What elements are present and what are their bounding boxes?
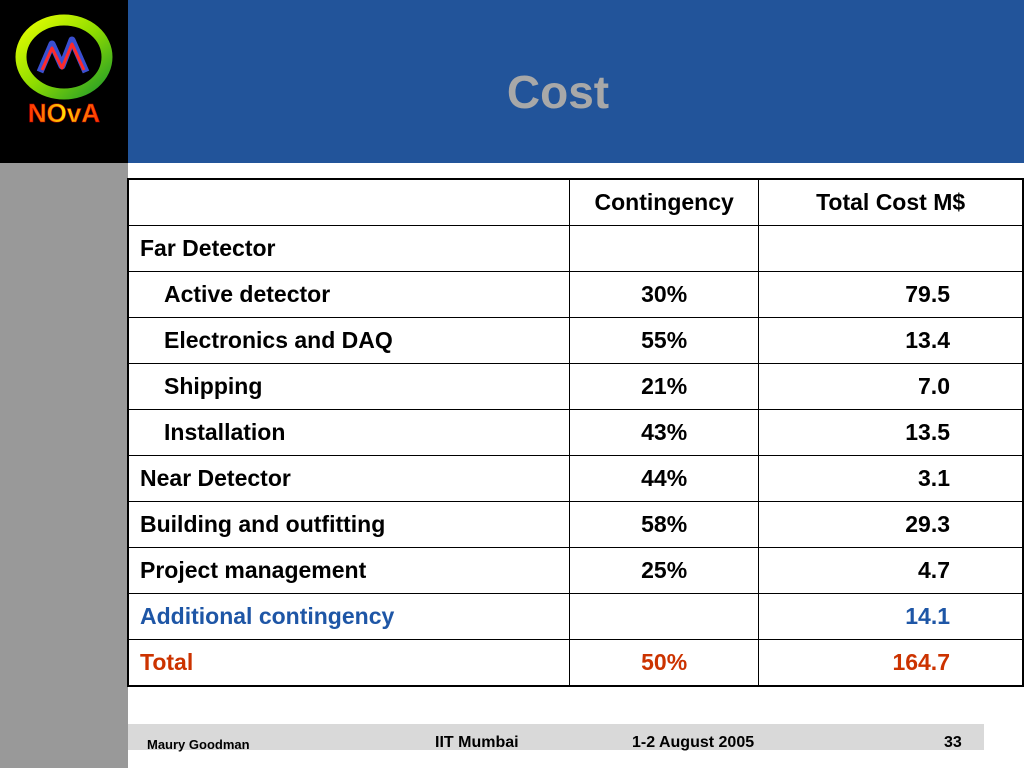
- row-total: 13.5: [758, 409, 1024, 456]
- row-total: [758, 225, 1024, 272]
- row-label: Active detector: [127, 271, 571, 318]
- row-contingency: 58%: [569, 501, 760, 548]
- row-contingency: 30%: [569, 271, 760, 318]
- cost-table: Contingency Total Cost M$ Far Detector A…: [127, 178, 1024, 687]
- row-label: Additional contingency: [127, 593, 571, 640]
- footer-bar: [128, 724, 984, 750]
- row-label: Installation: [127, 409, 571, 456]
- row-label: Far Detector: [127, 225, 571, 272]
- footer-date: 1-2 August 2005: [632, 734, 755, 751]
- row-contingency: 25%: [569, 547, 760, 594]
- row-label: Building and outfitting: [127, 501, 571, 548]
- row-total: 13.4: [758, 317, 1024, 364]
- row-contingency: 50%: [569, 639, 760, 687]
- left-sidebar-strip: [0, 163, 128, 768]
- table-header-row: Contingency Total Cost M$: [127, 178, 1024, 226]
- row-total: 164.7: [758, 639, 1024, 687]
- table-row: Installation 43% 13.5: [127, 409, 1024, 456]
- row-contingency: [569, 593, 760, 640]
- row-total: 79.5: [758, 271, 1024, 318]
- row-total: 7.0: [758, 363, 1024, 410]
- header-cell-total-cost: Total Cost M$: [758, 178, 1024, 226]
- nova-logo: NOvA: [0, 0, 128, 163]
- row-contingency: 55%: [569, 317, 760, 364]
- logo-text: NOvA: [28, 98, 100, 128]
- row-contingency: 43%: [569, 409, 760, 456]
- row-total: 3.1: [758, 455, 1024, 502]
- row-label: Project management: [127, 547, 571, 594]
- nova-logo-icon: NOvA: [15, 14, 113, 128]
- row-label: Near Detector: [127, 455, 571, 502]
- slide-title: Cost: [506, 66, 610, 118]
- title-banner: [128, 0, 1024, 163]
- row-contingency: 44%: [569, 455, 760, 502]
- footer-venue: IIT Mumbai: [435, 734, 519, 751]
- table-row: Active detector 30% 79.5: [127, 271, 1024, 318]
- table-row: Electronics and DAQ 55% 13.4: [127, 317, 1024, 364]
- table-row: Shipping 21% 7.0: [127, 363, 1024, 410]
- row-label: Electronics and DAQ: [127, 317, 571, 364]
- table-row: Project management 25% 4.7: [127, 547, 1024, 594]
- row-contingency: 21%: [569, 363, 760, 410]
- table-row-total: Total 50% 164.7: [127, 639, 1024, 687]
- footer-author: Maury Goodman: [147, 737, 250, 752]
- row-total: 29.3: [758, 501, 1024, 548]
- footer-page-number: 33: [944, 734, 962, 751]
- row-total: 14.1: [758, 593, 1024, 640]
- table-row: Far Detector: [127, 225, 1024, 272]
- row-label: Shipping: [127, 363, 571, 410]
- row-contingency: [569, 225, 760, 272]
- header-cell-contingency: Contingency: [569, 178, 760, 226]
- table-row-additional-contingency: Additional contingency 14.1: [127, 593, 1024, 640]
- row-total: 4.7: [758, 547, 1024, 594]
- header-cell-item: [127, 178, 571, 226]
- table-row: Near Detector 44% 3.1: [127, 455, 1024, 502]
- row-label: Total: [127, 639, 571, 687]
- table-row: Building and outfitting 58% 29.3: [127, 501, 1024, 548]
